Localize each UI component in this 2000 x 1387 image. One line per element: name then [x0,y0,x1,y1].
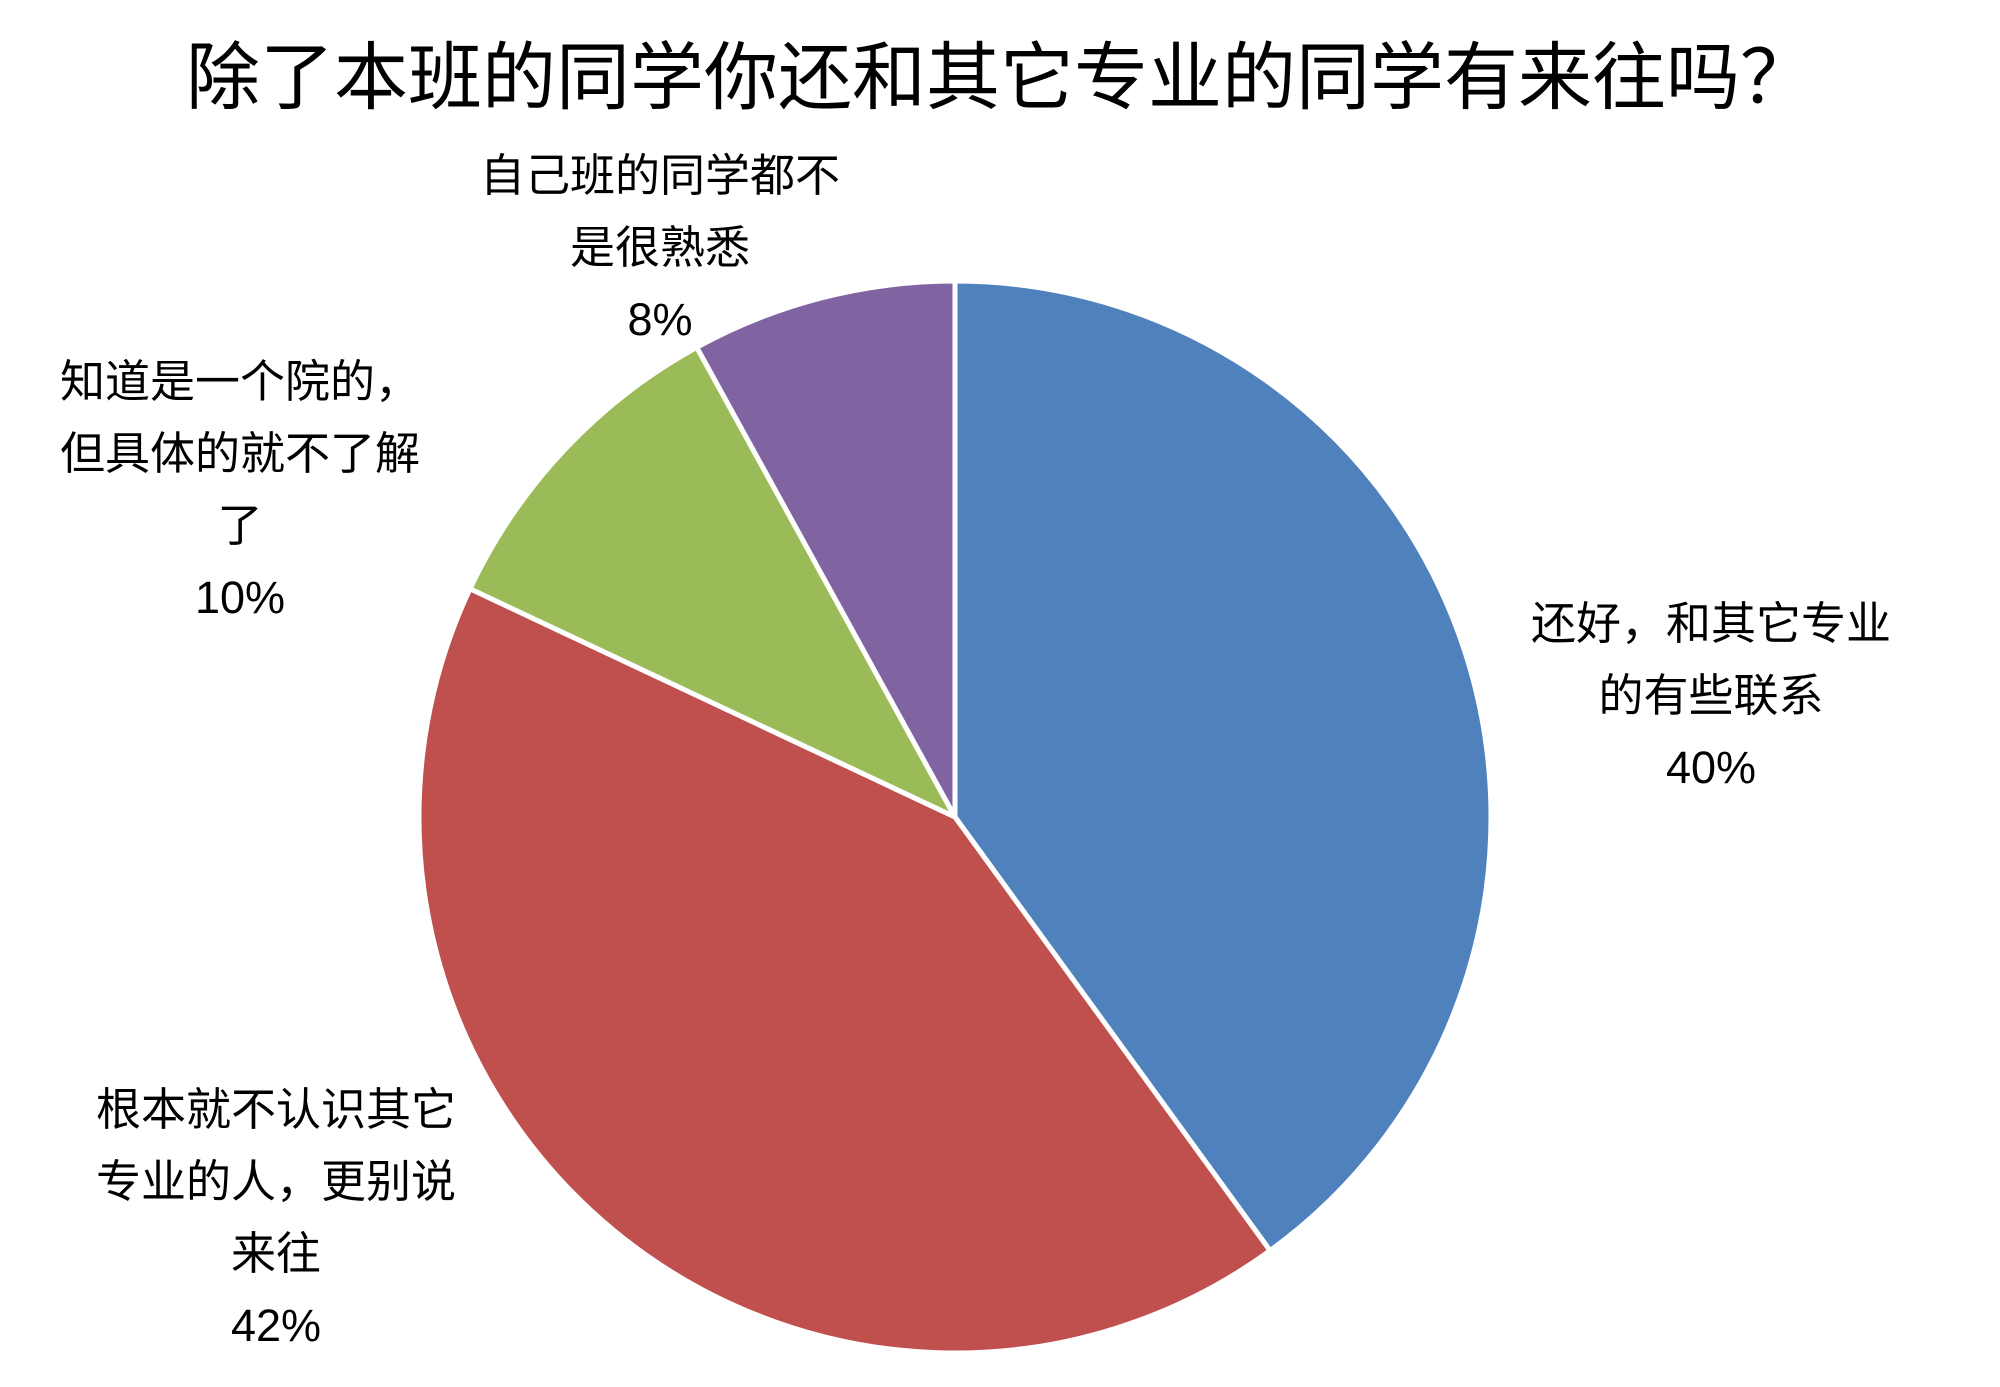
data-label-line: 专业的人，更别说 [95,1155,457,1208]
data-label-percent: 42% [230,1300,322,1351]
data-label-line: 了 [217,499,263,552]
pie-slice [952,278,1494,1254]
data-label-line: 但具体的就不了解 [59,427,421,480]
data-label: 知道是一个院的， 但具体的就不了解了 10% [60,346,420,634]
data-label-line: 自己班的同学都不 [479,149,841,202]
data-label-percent: 8% [627,294,693,345]
chart-title: 除了本班的同学你还和其它专业的同学有来往吗？ [186,35,1814,121]
data-label-line: 还好，和其它专业 [1530,597,1892,650]
pie-slice [694,278,958,820]
data-label: 根本就不认识其它 专业的人，更别说 来往 42% [96,1074,456,1362]
data-label-line: 是很熟悉 [569,221,751,274]
data-label: 还好，和其它专业 的有些联系 40% [1531,588,1891,804]
pie-slice [467,344,958,820]
data-label: 自己班的同学都不 是很熟悉 8% [480,140,840,356]
data-label-line: 的有些联系 [1598,669,1824,722]
data-label-line: 来往 [230,1227,322,1280]
data-label-percent: 10% [194,572,286,623]
data-label-line: 知道是一个院的， [59,355,421,408]
pie-slice [416,586,1273,1356]
data-label-percent: 40% [1665,742,1757,793]
data-label-line: 根本就不认识其它 [95,1083,457,1136]
